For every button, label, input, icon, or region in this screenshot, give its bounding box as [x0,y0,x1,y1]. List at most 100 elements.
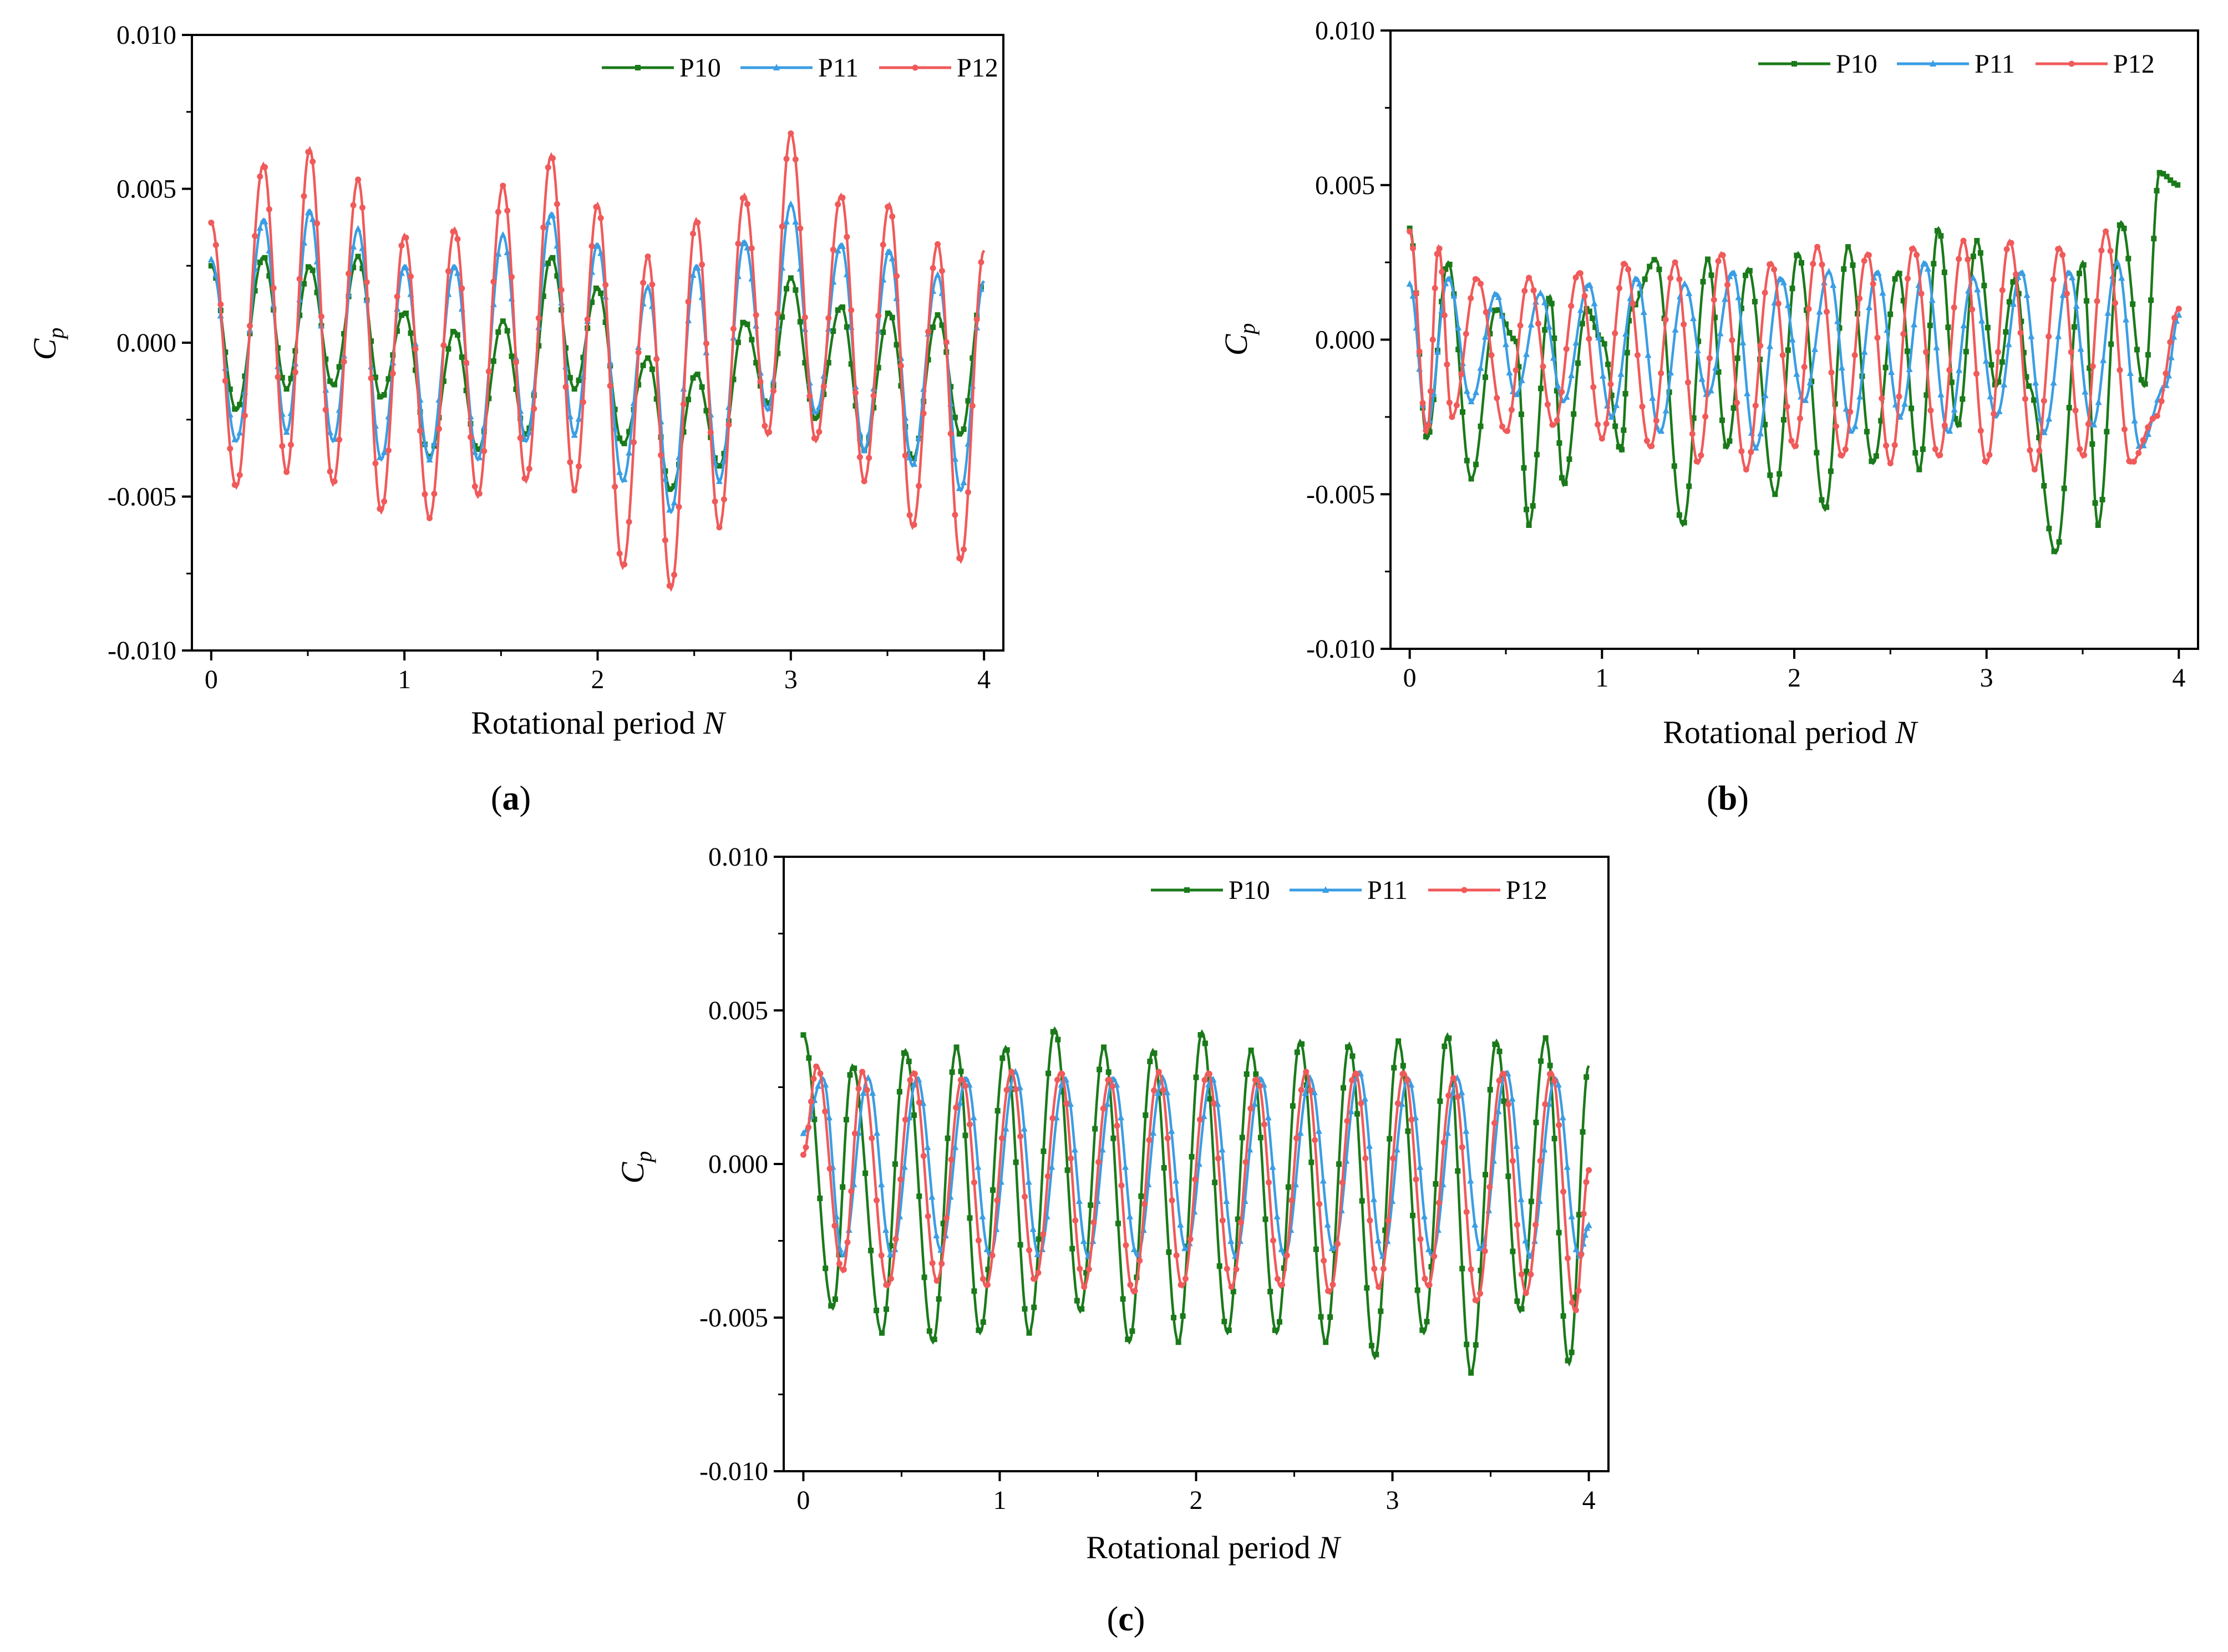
panel-c-point-p12 [911,1070,918,1077]
panel-b-point-p11 [2028,332,2035,339]
panel-a-point-p12 [426,515,433,521]
panel-c-point-p12 [1344,1117,1351,1124]
panel-a-point-p11 [331,435,338,442]
panel-a-point-p12 [440,342,447,349]
panel-b-point-p11 [2090,420,2098,428]
panel-c-point-p10 [800,1032,806,1038]
panel-c-point-p10 [1492,1041,1498,1048]
panel-b-point-p12 [1672,259,1678,266]
panel-c-point-p12 [1367,1217,1373,1224]
panel-a-point-p12 [490,278,497,285]
panel-a-point-p10 [830,328,836,334]
panel-b-point-p10 [1676,512,1682,518]
panel-c-point-p11 [1205,1080,1212,1087]
panel-b-point-p10 [2151,236,2157,242]
panel-c-point-p11 [910,1081,917,1088]
panel-a-point-p12 [252,233,258,240]
panel-b-point-p10 [1616,444,1622,450]
caption-a: (a) [491,780,531,817]
panel-c-point-p10 [1299,1041,1305,1047]
panel-b-point-p12 [1896,393,1902,400]
panel-c-point-p10 [1400,1063,1406,1069]
panel-b-point-p10 [1977,250,1983,256]
panel-b-point-p10 [2125,256,2131,262]
panel-b-point-p12 [1757,342,1764,349]
panel-c-point-p11 [1393,1146,1400,1153]
panel-a-point-p12 [658,452,664,459]
panel-b-point-p11 [2123,316,2129,323]
panel-b-point-p12 [1932,446,1938,453]
panel-a-point-p10 [275,345,281,351]
panel-b-point-p11 [1554,382,1561,389]
panel-a-point-p10 [576,377,582,383]
panel-a-point-p10 [372,374,378,380]
panel-c-point-p12 [1123,1242,1129,1249]
panel-a-point-p10 [341,331,347,337]
panel-c-point-p12 [1081,1284,1088,1290]
panel-b-point-p10 [1496,307,1501,313]
panel-c-point-p12 [971,1179,977,1186]
panel-a-point-p10 [459,354,465,360]
panel-a-point-p12 [217,301,224,308]
panel-b-point-p11 [1527,321,1535,328]
panel-b-point-p11 [1717,329,1724,337]
panel-a-point-p10 [571,386,577,392]
panel-b-point-p11 [2041,428,2048,435]
panel-c-point-p12 [989,1252,996,1259]
panel-b-point-p11 [1838,364,1845,371]
panel-a-point-p11 [960,479,967,486]
panel-b-point-p11 [1681,280,1688,287]
panel-b-point-p11 [1721,295,1728,302]
panel-c-point-p10 [1349,1053,1356,1059]
panel-a-legend-marker [773,64,780,70]
panel-b-point-p12 [1483,309,1489,316]
panel-c-point-p12 [1068,1155,1074,1162]
panel-a-point-p11 [956,484,963,491]
panel-c-point-p12 [1542,1101,1549,1107]
panel-b-point-p12 [1478,281,1484,287]
panel-a-point-p12 [762,423,768,429]
panel-b-point-p10 [1730,405,1737,411]
panel-a-point-p11 [662,475,669,482]
panel-a-point-p12 [640,279,647,286]
panel-a-legend-label: P12 [957,53,998,83]
panel-b-point-p10 [1873,453,1879,459]
panel-a-point-p10 [645,355,651,361]
panel-b-point-p12 [1775,300,1782,307]
panel-a-point-p10 [699,384,705,390]
panel-a-point-p10 [305,264,311,270]
panel-a-point-p10 [952,414,958,420]
panel-c-point-p11 [882,1226,890,1233]
panel-a-point-p10 [835,307,841,313]
panel-a-point-p12 [531,405,537,412]
panel-c-point-p10 [887,1243,894,1249]
panel-c-series-p12 [800,1063,1592,1314]
panel-a-point-p12 [550,155,556,161]
panel-a-ytick-label: 0.000 [116,328,176,358]
panel-c-point-p12 [925,1213,931,1219]
panel-a-point-p10 [939,322,945,328]
panel-a-point-p11 [309,215,316,222]
panel-b-point-p11 [1672,326,1679,333]
panel-a-point-p12 [930,265,936,271]
panel-c-point-p12 [1095,1158,1102,1165]
panel-b-point-p11 [1617,370,1625,377]
panel-a-point-p12 [616,550,623,557]
panel-c-point-p10 [1327,1314,1333,1320]
panel-c-legend-label: P10 [1229,876,1270,905]
panel-c-point-p12 [984,1282,991,1288]
panel-b-point-p10 [1896,271,1902,277]
panel-c-point-p10 [896,1089,902,1095]
panel-c-point-p11 [1223,1197,1230,1204]
panel-a-point-p10 [694,372,701,378]
panel-a-point-p12 [825,315,832,322]
panel-a-point-p10 [894,342,900,348]
panel-b-point-p12 [2077,446,2083,453]
panel-a-point-p12 [445,268,451,275]
panel-b-point-p12 [1706,355,1713,362]
panel-b-point-p10 [1777,471,1783,477]
panel-c-point-p11 [1564,1163,1571,1170]
panel-c-point-p10 [985,1267,991,1273]
panel-c-point-p10 [962,1132,968,1138]
panel-b-point-p10 [1960,396,1966,402]
